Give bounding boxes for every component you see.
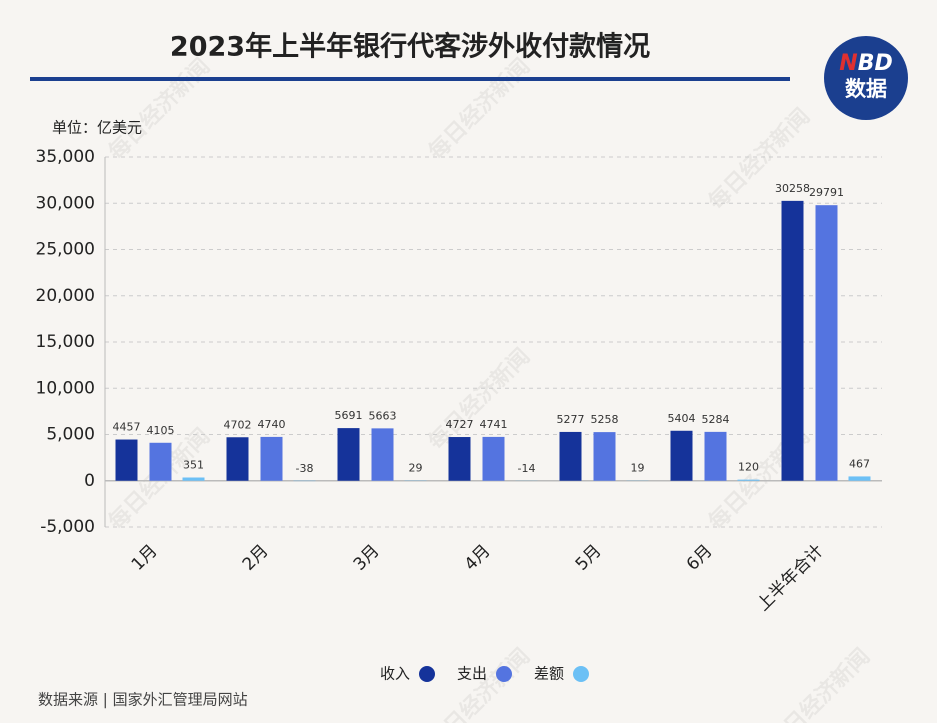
logo-sub: 数据: [845, 77, 887, 101]
watermark: 每日经济新闻: [763, 643, 875, 723]
bar: [781, 200, 804, 481]
bar: [260, 436, 283, 481]
bar: [226, 437, 249, 481]
bar: [448, 437, 471, 481]
bar: [482, 436, 505, 481]
watermark: 每日经济新闻: [423, 343, 535, 455]
bar: [737, 479, 760, 481]
bar: [848, 476, 871, 481]
value-label: 29791: [809, 186, 844, 199]
logo: [824, 36, 908, 120]
legend-label: 收入: [380, 665, 410, 683]
bar: [337, 428, 360, 481]
watermark: 每日经济新闻: [703, 103, 815, 215]
y-tick-label: 15,000: [36, 332, 95, 352]
bar: [670, 430, 693, 481]
x-tick-label: 5月: [572, 541, 606, 575]
value-label: 351: [183, 459, 204, 472]
watermark: 每日经济新闻: [423, 643, 535, 723]
y-tick-label: 20,000: [36, 286, 95, 306]
value-label: -38: [296, 462, 314, 475]
value-label: -14: [518, 462, 536, 475]
bar: [704, 431, 727, 481]
unit-label: 单位：亿美元: [52, 119, 142, 137]
legend-swatch: [573, 666, 589, 682]
value-label: 4740: [258, 418, 286, 431]
chart-title: 2023年上半年银行代客涉外收付款情况: [170, 31, 650, 63]
value-label: 30258: [775, 182, 810, 195]
legend-label: 差额: [534, 665, 564, 683]
y-tick-label: 10,000: [36, 378, 95, 398]
x-tick-label: 3月: [350, 541, 384, 575]
bar: [115, 439, 138, 481]
legend-swatch: [419, 666, 435, 682]
bar: [182, 477, 205, 481]
value-label: 5258: [591, 413, 619, 426]
value-label: 120: [738, 461, 759, 474]
value-label: 4741: [480, 418, 508, 431]
logo-white: BD: [858, 51, 893, 76]
x-tick-label: 上半年合计: [753, 541, 827, 615]
source: 数据来源 | 国家外汇管理局网站: [38, 691, 248, 709]
y-tick-label: 5,000: [46, 425, 95, 445]
logo-red: N: [839, 51, 857, 76]
watermark: 每日经济新闻: [423, 53, 535, 165]
value-label: 5404: [668, 412, 696, 425]
x-tick-label: 1月: [128, 541, 162, 575]
value-label: 5277: [557, 413, 585, 426]
legend-swatch: [496, 666, 512, 682]
x-tick-label: 4月: [461, 541, 495, 575]
y-tick-label: 0: [84, 471, 95, 491]
value-label: 19: [631, 462, 645, 475]
value-label: 4727: [446, 418, 474, 431]
y-tick-label: 30,000: [36, 193, 95, 213]
x-tick-label: 6月: [683, 541, 717, 575]
value-label: 4457: [113, 421, 141, 434]
y-tick-label: -5,000: [40, 517, 95, 537]
x-tick-label: 2月: [239, 541, 273, 575]
value-label: 5284: [702, 413, 730, 426]
bar: [149, 442, 172, 481]
bar: [815, 205, 838, 481]
y-tick-label: 25,000: [36, 240, 95, 260]
value-label: 5663: [369, 409, 397, 422]
bar: [371, 428, 394, 481]
y-tick-label: 35,000: [36, 147, 95, 167]
watermark: 每日经济新闻: [103, 53, 215, 165]
value-label: 29: [409, 461, 423, 474]
value-label: 467: [849, 457, 870, 470]
title-rule: [30, 77, 790, 81]
bar: [559, 431, 582, 481]
value-label: 4105: [147, 424, 175, 437]
value-label: 4702: [224, 418, 252, 431]
logo-text: NBD: [839, 51, 892, 76]
bar: [593, 432, 616, 481]
legend-label: 支出: [457, 665, 487, 683]
value-label: 5691: [335, 409, 363, 422]
